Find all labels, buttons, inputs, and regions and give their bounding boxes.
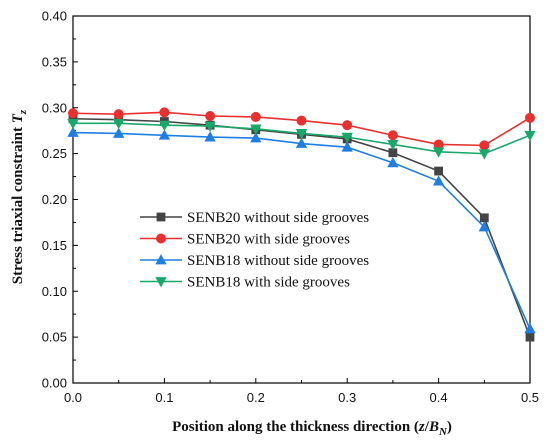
- data-point: [525, 112, 536, 123]
- y-tick-label: 0.35: [42, 54, 67, 69]
- data-point: [158, 120, 171, 132]
- series-3: [67, 126, 536, 334]
- x-tick-label: 0.2: [247, 390, 265, 405]
- legend-label: SENB18 without side grooves: [187, 253, 369, 269]
- legend-item: SENB20 without side grooves: [140, 210, 369, 226]
- series-group: [67, 107, 536, 342]
- y-tick-label: 0.15: [42, 238, 67, 253]
- data-point: [296, 115, 307, 126]
- legend-marker: [155, 233, 166, 244]
- data-point: [250, 111, 261, 122]
- data-point: [478, 149, 490, 160]
- y-tick-label: 0.10: [42, 284, 67, 299]
- data-point: [250, 132, 262, 143]
- x-tick-label: 0.1: [155, 390, 173, 405]
- data-point: [479, 213, 489, 223]
- y-tick-label: 0.30: [42, 100, 67, 115]
- data-point: [432, 175, 445, 186]
- series-4: [67, 118, 536, 160]
- plot-area-border: [72, 15, 531, 384]
- data-point: [113, 127, 125, 138]
- data-point: [478, 221, 490, 232]
- data-point: [67, 126, 79, 137]
- x-tick-label: 0.0: [64, 390, 82, 405]
- data-point: [295, 129, 308, 140]
- data-point: [250, 124, 262, 135]
- data-point: [525, 332, 535, 342]
- data-point: [205, 111, 216, 122]
- data-point: [113, 109, 124, 120]
- y-tick-label: 0.25: [42, 146, 67, 161]
- data-point: [204, 121, 216, 132]
- legend-item: SENB18 without side grooves: [140, 253, 369, 269]
- legend-label: SENB18 with side grooves: [187, 275, 350, 291]
- data-point: [434, 166, 444, 176]
- y-tick-label: 0.40: [42, 9, 67, 24]
- legend-label: SENB20 without side grooves: [187, 210, 369, 226]
- x-tick-label: 0.3: [338, 390, 356, 405]
- legend-marker: [156, 212, 166, 222]
- data-point: [432, 147, 445, 158]
- y-tick-label: 0.20: [42, 192, 67, 207]
- data-point: [295, 137, 308, 148]
- y-axis-title: Stress triaxial constraint Tz: [10, 109, 29, 284]
- plot-frame: [72, 15, 531, 384]
- legend-item: SENB20 with side grooves: [140, 232, 350, 248]
- data-point: [68, 108, 79, 119]
- data-point: [524, 130, 536, 142]
- data-point: [524, 323, 536, 334]
- legend-marker: [155, 254, 167, 265]
- data-point: [342, 120, 353, 131]
- legend-item: SENB18 with side grooves: [140, 275, 350, 291]
- legend-label: SENB20 with side grooves: [187, 232, 350, 248]
- axis-ticks: 0.00 0.05 0.10 0.15 0.20 0.25 0.30 0.35 0.40 0.0 0…: [42, 9, 539, 406]
- data-point: [204, 131, 216, 142]
- series-line: [72, 117, 531, 338]
- x-tick-label: 0.4: [430, 390, 448, 405]
- data-point: [387, 156, 399, 168]
- data-point: [341, 132, 353, 143]
- legend: SENB20 without side grooves SENB20 with s…: [140, 210, 369, 291]
- x-axis-title: Position along the thickness direction (…: [172, 419, 452, 438]
- data-point: [67, 118, 79, 130]
- data-point: [341, 141, 353, 152]
- data-point: [479, 140, 490, 151]
- data-point: [159, 107, 170, 118]
- y-tick-label: 0.00: [42, 376, 67, 391]
- x-tick-label: 0.5: [521, 390, 539, 405]
- y-tick-label: 0.05: [42, 330, 67, 345]
- data-point: [158, 129, 171, 140]
- data-point: [387, 130, 398, 141]
- legend-marker: [155, 277, 167, 288]
- series-1: [68, 114, 535, 342]
- data-point: [113, 118, 125, 130]
- data-point: [387, 140, 399, 151]
